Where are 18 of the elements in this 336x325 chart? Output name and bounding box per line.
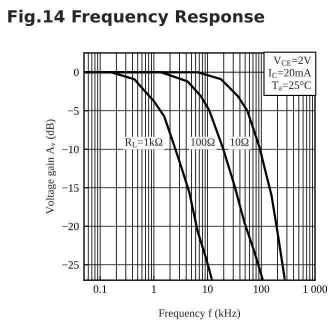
y-tick-label: 0 xyxy=(74,68,79,76)
x-tick-label: 10 xyxy=(203,285,213,293)
y-tick-label: −5 xyxy=(68,107,79,115)
x-tick-label: 1 xyxy=(152,285,156,293)
y-tick-label: −25 xyxy=(62,261,79,269)
x-axis-title: Frequency f (kHz) xyxy=(158,308,240,320)
y-tick-label: −15 xyxy=(62,184,79,192)
y-tick-label: −10 xyxy=(62,146,79,154)
chart-title: Fig.14 Frequency Response xyxy=(8,10,264,26)
annotation: 100Ω xyxy=(191,138,215,146)
x-tick-label: 100 xyxy=(254,285,270,293)
annotation: R$_{L}$=1kΩ xyxy=(125,138,162,148)
x-tick-label: 0.1 xyxy=(94,285,106,293)
y-axis-title: Voltage gain A$_{v}$ (dB) xyxy=(46,119,56,214)
y-tick-label: −20 xyxy=(62,222,79,230)
text: V$_{CE}$=2V I$_{C}$=20mA T$_{a}$=25°C xyxy=(268,56,312,90)
x-tick-label: 1 000 xyxy=(303,285,328,293)
annotation: 10Ω xyxy=(230,138,248,146)
